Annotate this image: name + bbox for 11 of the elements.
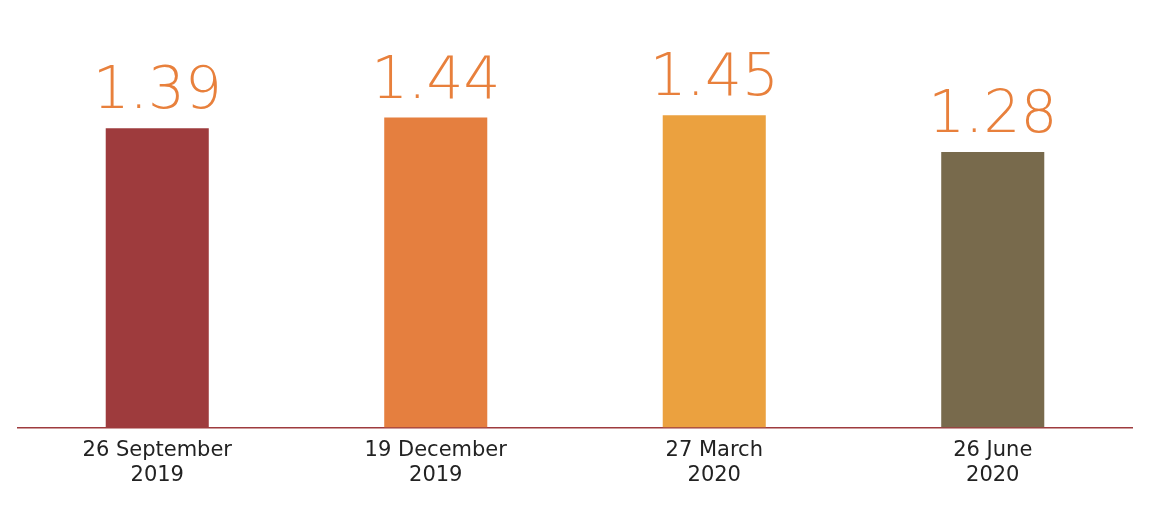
data-label: 1.45 (649, 41, 779, 110)
data-label: 1.44 (371, 43, 501, 112)
x-tick-label: 26 June 2020 (953, 436, 1033, 486)
data-label: 1.39 (92, 54, 222, 123)
data-label: 1.28 (928, 77, 1058, 146)
x-tick-label: 19 December 2019 (364, 436, 508, 486)
bar (662, 115, 766, 428)
bar (941, 151, 1045, 428)
bar (384, 117, 488, 428)
x-tick-label: 27 March 2020 (665, 436, 763, 486)
x-tick-label: 26 September 2019 (82, 436, 233, 486)
